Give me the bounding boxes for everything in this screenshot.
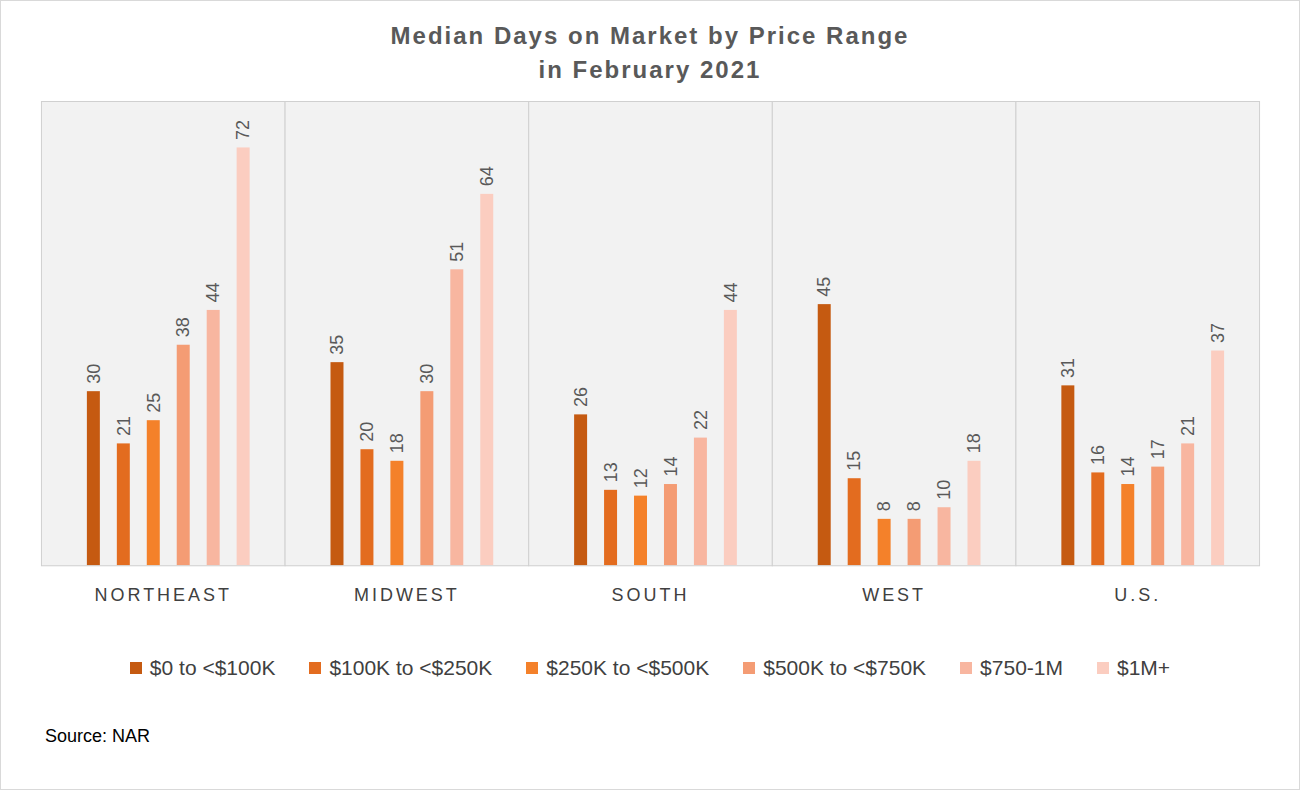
- svg-text:44: 44: [203, 282, 223, 302]
- svg-text:U.S.: U.S.: [1114, 584, 1161, 604]
- svg-text:14: 14: [1118, 457, 1138, 477]
- html-text:Median Days on Market by Price: Median Days on Market by Price Range: [390, 22, 910, 49]
- html-text:$750-1M: $750-1M: [980, 656, 1063, 679]
- svg-text:15: 15: [844, 451, 864, 471]
- svg-text:SOUTH: SOUTH: [612, 584, 690, 604]
- svg-text:44: 44: [721, 282, 741, 302]
- html-text:$250K to <$500K: $250K to <$500K: [546, 656, 710, 679]
- svg-text:45: 45: [814, 277, 834, 297]
- svg-text:38: 38: [173, 317, 193, 337]
- svg-text:30: 30: [84, 364, 104, 384]
- svg-text:22: 22: [691, 410, 711, 430]
- svg-text:WEST: WEST: [862, 584, 926, 604]
- svg-text:37: 37: [1208, 323, 1228, 343]
- svg-text:31: 31: [1058, 358, 1078, 378]
- svg-text:NORTHEAST: NORTHEAST: [95, 584, 232, 604]
- svg-text:MIDWEST: MIDWEST: [354, 584, 460, 604]
- svg-text:51: 51: [447, 242, 467, 262]
- html-text:$100K to <$250K: $100K to <$250K: [329, 656, 493, 679]
- svg-text:16: 16: [1088, 445, 1108, 465]
- html-text:Source: NAR: Source: NAR: [45, 726, 150, 746]
- svg-text:17: 17: [1148, 439, 1168, 459]
- html-text:$1M+: $1M+: [1117, 656, 1171, 679]
- svg-text:8: 8: [874, 501, 894, 511]
- svg-text:18: 18: [964, 433, 984, 453]
- svg-text:20: 20: [357, 422, 377, 442]
- html-text:$500K to <$750K: $500K to <$750K: [763, 656, 927, 679]
- svg-text:18: 18: [387, 433, 407, 453]
- svg-text:21: 21: [1178, 416, 1198, 436]
- svg-text:30: 30: [417, 364, 437, 384]
- svg-text:25: 25: [144, 393, 164, 413]
- svg-text:13: 13: [601, 462, 621, 482]
- svg-text:26: 26: [571, 387, 591, 407]
- svg-text:21: 21: [114, 416, 134, 436]
- svg-text:72: 72: [233, 120, 253, 140]
- svg-text:14: 14: [661, 457, 681, 477]
- svg-text:10: 10: [934, 480, 954, 500]
- html-text:in February 2021: in February 2021: [538, 56, 762, 83]
- html-text:$0 to <$100K: $0 to <$100K: [149, 656, 276, 679]
- svg-text:64: 64: [477, 166, 497, 186]
- svg-text:8: 8: [904, 501, 924, 511]
- svg-text:35: 35: [327, 335, 347, 355]
- svg-text:12: 12: [631, 468, 651, 488]
